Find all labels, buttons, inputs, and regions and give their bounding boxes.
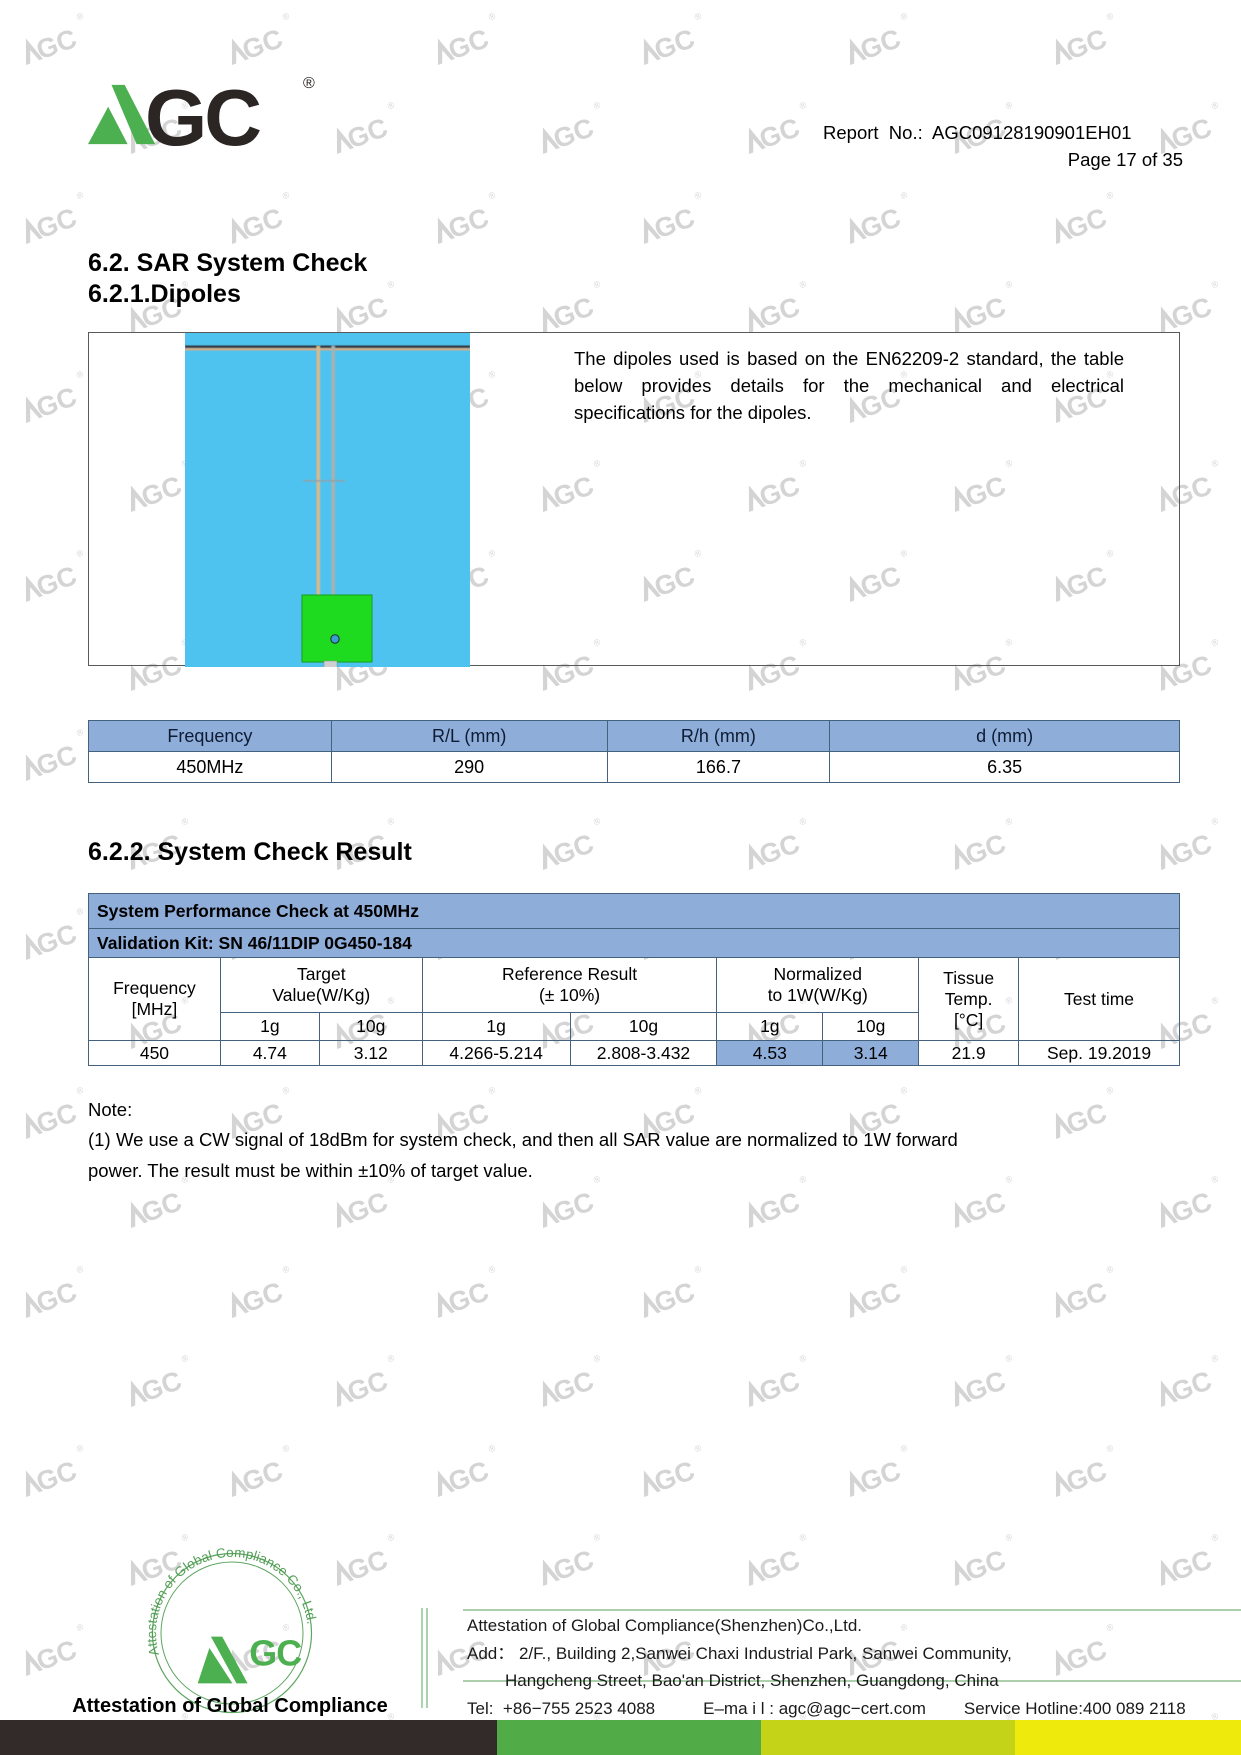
svg-text:GC: GC — [145, 76, 260, 150]
svg-text:GC: GC — [249, 1634, 301, 1674]
svg-text:®: ® — [303, 76, 315, 92]
